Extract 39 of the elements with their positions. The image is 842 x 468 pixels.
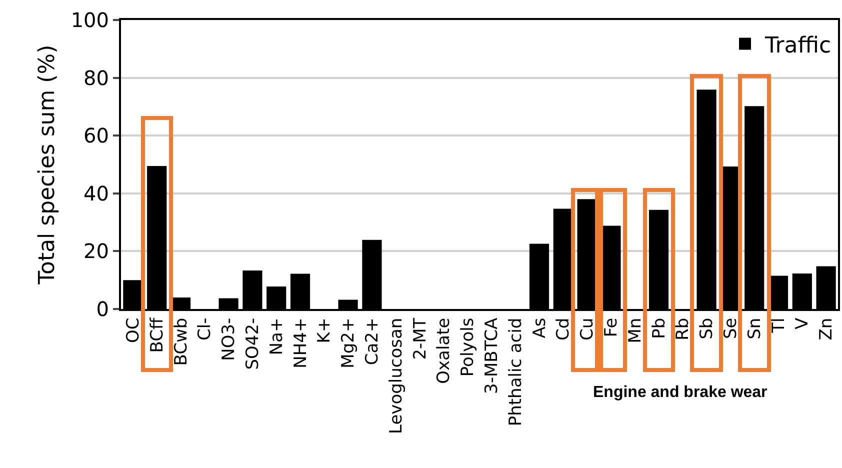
x-tick-label: As	[530, 318, 550, 338]
y-tick-label: 100	[70, 8, 109, 32]
x-tick-label: 2-MT	[410, 317, 430, 360]
y-tick-label: 20	[84, 239, 109, 264]
x-tick-label: Phthalic acid	[506, 318, 526, 426]
legend-label: Traffic	[764, 33, 832, 58]
y-tick-label: 60	[84, 124, 109, 148]
x-tick-label: Na+	[266, 318, 287, 356]
x-tick-label: Levoglucosan	[386, 318, 406, 434]
x-tick-label: Ca2+	[362, 318, 382, 366]
x-tick-label: Zn	[816, 318, 837, 340]
x-tick-label: BCff	[147, 316, 168, 353]
x-tick-label: Polyols	[458, 318, 478, 377]
x-tick-label: Cl-	[195, 318, 216, 341]
x-tick-label: Mn	[625, 318, 646, 344]
text: Engine and brake wear	[593, 384, 768, 401]
x-tick-label: Fe	[601, 318, 622, 338]
x-tick-label: Mg2+	[338, 318, 359, 368]
x-tick-label: 3-MBTCA	[482, 317, 502, 394]
x-tick-label: Sb	[697, 318, 718, 340]
x-tick-label: Tl	[768, 318, 789, 334]
x-tick-label: BCwb	[171, 318, 192, 366]
y-tick-label: 40	[84, 181, 109, 206]
x-tick-label: Sn	[744, 318, 765, 340]
x-tick-label: NO3-	[219, 318, 240, 361]
x-tick-label: Pb	[649, 318, 670, 339]
y-tick-label: 0	[96, 297, 109, 321]
x-tick-label: Cd	[554, 318, 574, 340]
y-axis-title: Total species sum (%)	[35, 44, 60, 286]
x-tick-label: Cu	[578, 318, 598, 340]
x-tick-label: Oxalate	[434, 318, 454, 384]
x-tick-label: NH4+	[290, 318, 311, 368]
x-tick-label: Rb	[673, 318, 694, 340]
x-tick-label: V	[792, 317, 813, 330]
y-tick-label: 80	[84, 66, 109, 90]
x-tick-label: SO42-	[242, 318, 263, 370]
x-tick-label: K+	[314, 318, 335, 344]
x-tick-label: Se	[720, 318, 741, 340]
x-tick-label: OC	[123, 318, 144, 344]
